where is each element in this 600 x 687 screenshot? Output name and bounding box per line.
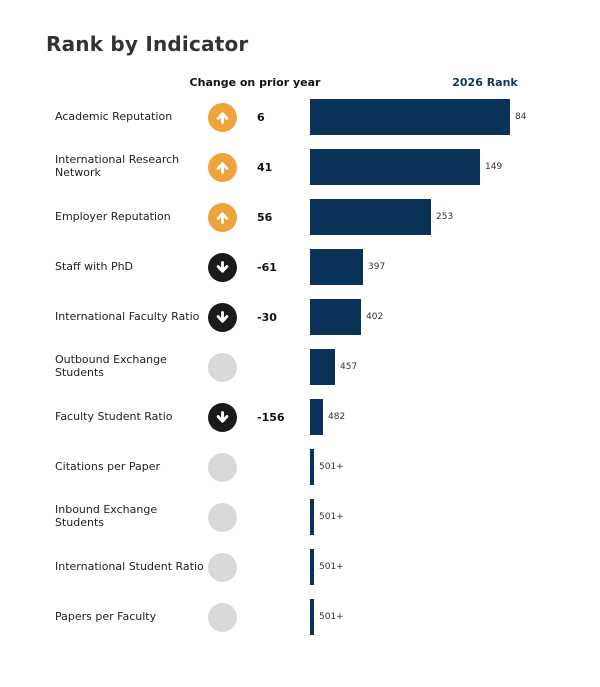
column-header-change: Change on prior year bbox=[189, 76, 321, 89]
rank-bar-wrap: 397 bbox=[310, 249, 385, 285]
change-value: -61 bbox=[257, 260, 277, 274]
up-arrow-icon bbox=[208, 152, 237, 182]
change-value: -30 bbox=[257, 310, 277, 324]
rank-bar-wrap: 402 bbox=[310, 299, 383, 335]
indicator-label: Faculty Student Ratio bbox=[55, 409, 173, 423]
indicator-row: Faculty Student Ratio -156 482 bbox=[0, 392, 600, 442]
rank-value: 501+ bbox=[319, 462, 344, 472]
rank-bar bbox=[310, 549, 314, 585]
rank-bar-wrap: 482 bbox=[310, 399, 345, 435]
rank-value: 402 bbox=[366, 312, 384, 322]
down-arrow-icon bbox=[208, 402, 237, 432]
indicator-label: Inbound Exchange Students bbox=[55, 503, 158, 529]
rank-value: 501+ bbox=[319, 612, 344, 622]
indicator-row: International Student Ratio 501+ bbox=[0, 542, 600, 592]
rank-value: 84 bbox=[515, 112, 527, 122]
rank-value: 457 bbox=[340, 362, 358, 372]
indicator-row: Employer Reputation 56 253 bbox=[0, 192, 600, 242]
up-arrow-icon bbox=[208, 202, 237, 232]
indicator-row: Inbound Exchange Students 501+ bbox=[0, 492, 600, 542]
down-arrow-icon bbox=[208, 252, 237, 282]
down-arrow-icon bbox=[208, 302, 237, 332]
rank-bar bbox=[310, 349, 335, 385]
indicator-row: Citations per Paper 501+ bbox=[0, 442, 600, 492]
rank-bar bbox=[310, 199, 431, 235]
rank-value: 482 bbox=[328, 412, 346, 422]
rank-value: 397 bbox=[368, 262, 386, 272]
rank-bar-wrap: 501+ bbox=[310, 449, 344, 485]
no-change-icon bbox=[208, 552, 237, 582]
arrow-glyph bbox=[216, 260, 229, 273]
rank-bar-wrap: 84 bbox=[310, 99, 526, 135]
indicator-label: International Student Ratio bbox=[55, 559, 204, 573]
indicator-row: Papers per Faculty 501+ bbox=[0, 592, 600, 642]
indicator-label: International Faculty Ratio bbox=[55, 309, 200, 323]
change-value: 56 bbox=[257, 210, 273, 224]
indicator-row: International Research Network 41 149 bbox=[0, 142, 600, 192]
no-change-icon bbox=[208, 602, 237, 632]
no-change-icon bbox=[208, 502, 237, 532]
rank-value: 149 bbox=[485, 162, 503, 172]
rank-bar bbox=[310, 249, 363, 285]
indicator-row: Academic Reputation 6 84 bbox=[0, 92, 600, 142]
up-arrow-icon bbox=[208, 102, 237, 132]
rank-value: 501+ bbox=[319, 562, 344, 572]
change-value: -156 bbox=[257, 410, 285, 424]
rank-bar bbox=[310, 449, 314, 485]
rank-bar bbox=[310, 399, 323, 435]
chart-rows: Academic Reputation 6 84 International R… bbox=[0, 92, 600, 642]
rank-bar bbox=[310, 99, 510, 135]
indicator-row: Staff with PhD -61 397 bbox=[0, 242, 600, 292]
rank-bar-wrap: 501+ bbox=[310, 599, 344, 635]
no-change-icon bbox=[208, 452, 237, 482]
change-value: 6 bbox=[257, 110, 265, 124]
no-change-icon bbox=[208, 352, 237, 382]
indicator-row: Outbound Exchange Students 457 bbox=[0, 342, 600, 392]
rank-bar-wrap: 501+ bbox=[310, 549, 344, 585]
rank-bar-wrap: 253 bbox=[310, 199, 453, 235]
indicator-label: Staff with PhD bbox=[55, 259, 134, 273]
indicator-label: Citations per Paper bbox=[55, 459, 161, 473]
change-value: 41 bbox=[257, 160, 273, 174]
arrow-glyph bbox=[216, 410, 229, 423]
rank-bar bbox=[310, 149, 480, 185]
rank-value: 501+ bbox=[319, 512, 344, 522]
rank-bar-wrap: 457 bbox=[310, 349, 357, 385]
arrow-glyph bbox=[216, 211, 229, 224]
arrow-glyph bbox=[216, 310, 229, 323]
rank-bar bbox=[310, 499, 314, 535]
rank-bar bbox=[310, 599, 314, 635]
rank-bar-wrap: 501+ bbox=[310, 499, 344, 535]
column-header-rank: 2026 Rank bbox=[452, 76, 518, 89]
indicator-row: International Faculty Ratio -30 402 bbox=[0, 292, 600, 342]
indicator-label: Papers per Faculty bbox=[55, 609, 157, 623]
rank-value: 253 bbox=[436, 212, 454, 222]
indicator-label: Outbound Exchange Students bbox=[55, 353, 167, 379]
rank-bar bbox=[310, 299, 361, 335]
indicator-label: Employer Reputation bbox=[55, 209, 171, 223]
arrow-glyph bbox=[216, 161, 229, 174]
page-title: Rank by Indicator bbox=[46, 32, 249, 56]
rank-bar-wrap: 149 bbox=[310, 149, 502, 185]
indicator-label: International Research Network bbox=[55, 153, 180, 179]
arrow-glyph bbox=[216, 111, 229, 124]
indicator-label: Academic Reputation bbox=[55, 109, 173, 123]
